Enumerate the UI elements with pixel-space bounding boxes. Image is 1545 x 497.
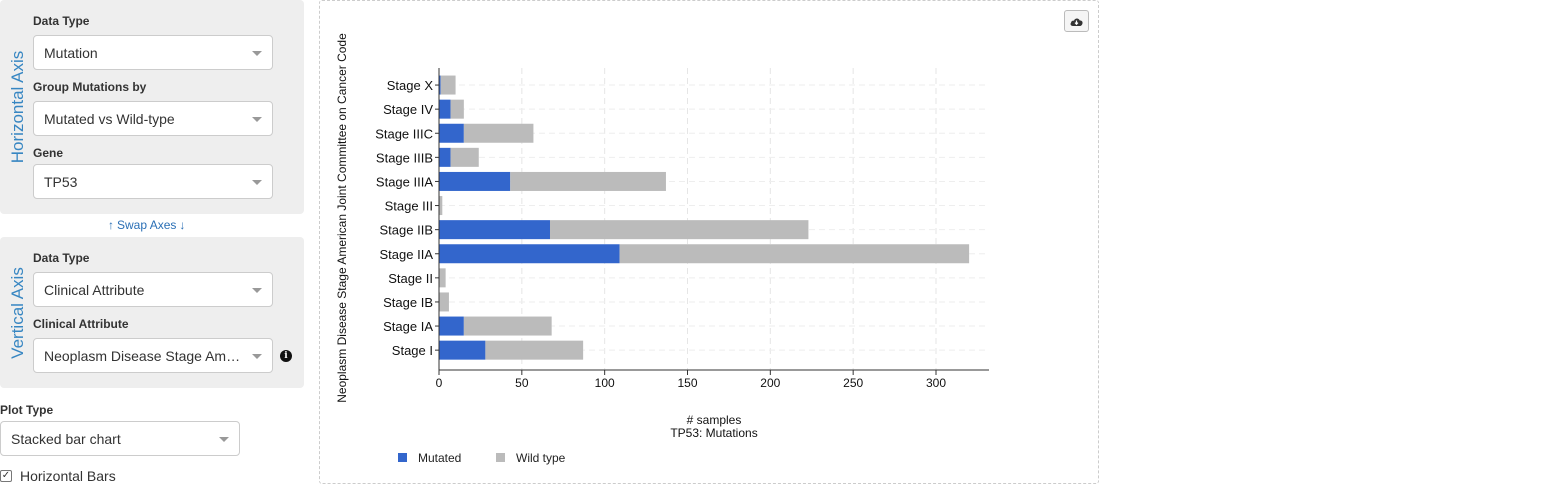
gene-label: Gene (33, 146, 64, 160)
plot-type-label: Plot Type (0, 403, 54, 417)
vertical-axis-panel: Vertical Axis Data Type Clinical Attribu… (0, 237, 304, 388)
horizontal-axis-panel: Horizontal Axis Data Type Mutation Group… (0, 0, 304, 214)
group-mutations-value: Mutated vs Wild-type (44, 110, 175, 127)
h-data-type-select[interactable]: Mutation (33, 35, 273, 70)
chevron-down-icon (252, 288, 262, 293)
download-button[interactable] (1064, 10, 1089, 32)
h-data-type-value: Mutation (44, 44, 98, 61)
gene-value: TP53 (44, 173, 78, 190)
v-data-type-label: Data Type (33, 251, 90, 265)
group-mutations-select[interactable]: Mutated vs Wild-type (33, 101, 273, 136)
vertical-axis-title: Vertical Axis (8, 266, 27, 359)
horizontal-axis-title: Horizontal Axis (8, 50, 27, 164)
chevron-down-icon (252, 51, 262, 56)
h-data-type-label: Data Type (33, 14, 90, 28)
swap-axes-label: Swap Axes (117, 218, 177, 232)
arrow-up-icon: ↑ (108, 218, 114, 232)
plot-type-select[interactable]: Stacked bar chart (0, 421, 240, 456)
horizontal-bars-label: Horizontal Bars (20, 468, 116, 484)
horizontal-bars-checkbox[interactable]: ✓ (0, 470, 12, 482)
group-mutations-label: Group Mutations by (33, 80, 147, 94)
chevron-down-icon (252, 354, 262, 359)
arrow-down-icon: ↓ (179, 218, 186, 232)
clinical-attribute-select[interactable]: Neoplasm Disease Stage American Joint Co… (33, 338, 273, 373)
clinical-attribute-value: Neoplasm Disease Stage American Joint Co… (44, 347, 246, 364)
clinical-attribute-label: Clinical Attribute (33, 317, 129, 331)
cloud-download-icon (1070, 18, 1083, 26)
v-data-type-select[interactable]: Clinical Attribute (33, 272, 273, 307)
swap-axes-button[interactable]: ↑ Swap Axes ↓ (108, 218, 185, 232)
plot-container (319, 0, 1099, 484)
info-icon[interactable]: i (280, 350, 292, 362)
v-data-type-value: Clinical Attribute (44, 281, 145, 298)
plot-type-value: Stacked bar chart (11, 430, 121, 447)
gene-select[interactable]: TP53 (33, 164, 273, 199)
chevron-down-icon (252, 180, 262, 185)
chevron-down-icon (219, 437, 229, 442)
chevron-down-icon (252, 117, 262, 122)
